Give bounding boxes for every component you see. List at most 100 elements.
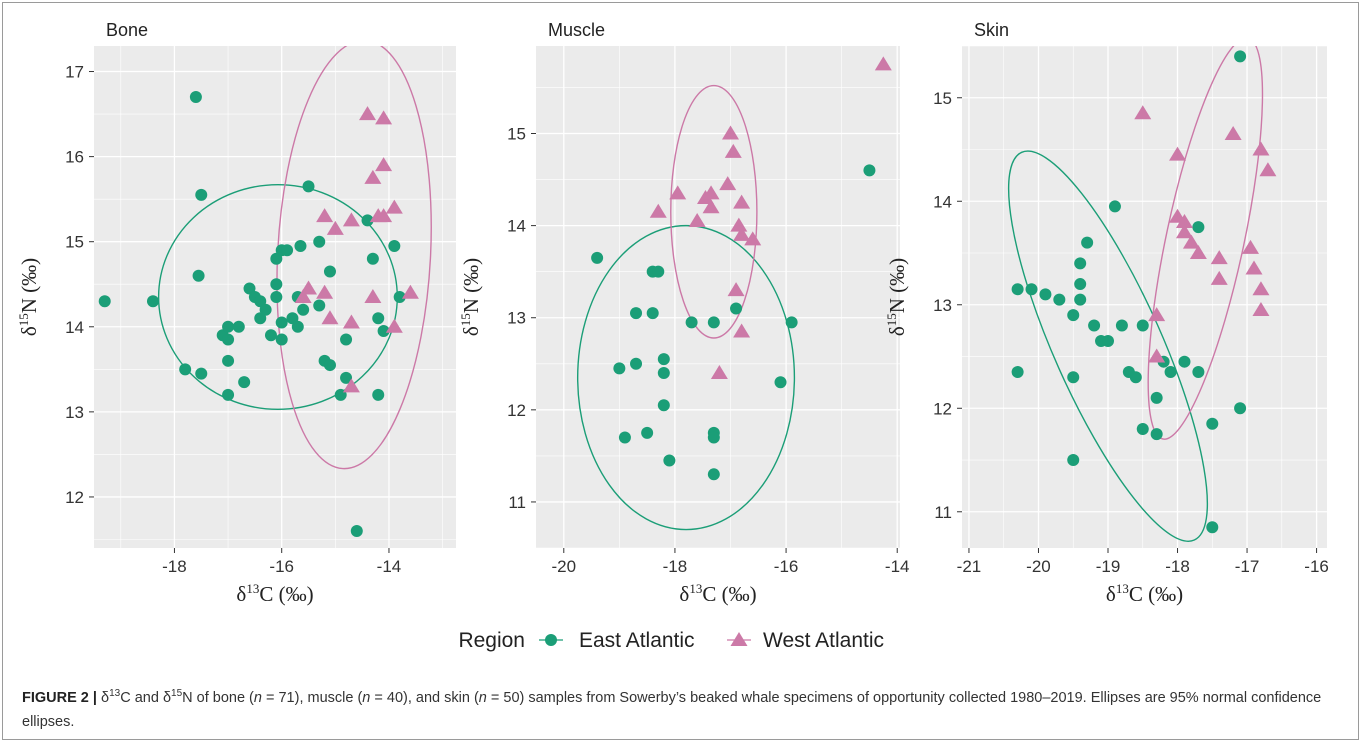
data-point-east (350, 524, 363, 537)
data-point-west (321, 310, 339, 325)
data-point-west (1210, 250, 1228, 265)
data-point-east (1164, 366, 1177, 379)
data-point-west (1224, 125, 1242, 140)
legend-title: Region (458, 629, 525, 652)
plot-area (576, 56, 892, 531)
data-point-east (222, 333, 235, 346)
data-point-west (1252, 301, 1270, 316)
y-tick-label: 11 (508, 493, 526, 512)
data-point-east (1011, 283, 1024, 296)
data-point-east (1025, 283, 1038, 296)
x-tick-label: -14 (377, 557, 402, 576)
y-tick-label: 14 (65, 318, 84, 337)
data-point-east (179, 363, 192, 376)
data-point-west (401, 284, 419, 299)
data-point-west (1245, 260, 1263, 275)
data-point-east (1192, 221, 1205, 234)
legend: Region East Atlantic West Atlantic (458, 629, 884, 652)
figure-charts: Bone -18 -16 -14 12 13 14 15 16 17 δ13C (‰) δ15N (‰… (16, 20, 1329, 652)
data-point-east (1150, 391, 1163, 404)
data-point-east (707, 431, 720, 444)
data-point-west (1242, 239, 1260, 254)
data-point-east (785, 316, 798, 329)
data-point-east (707, 468, 720, 481)
data-point-west (342, 314, 360, 329)
caption-n: n (362, 690, 371, 706)
data-point-east (195, 188, 208, 201)
data-point-west (342, 212, 360, 227)
data-point-east (685, 316, 698, 329)
data-point-east (1081, 236, 1094, 249)
data-point-east (281, 244, 294, 257)
x-tick-label: -18 (663, 557, 688, 576)
data-point-west (385, 318, 403, 333)
data-point-east (270, 291, 283, 303)
data-point-west (326, 220, 344, 235)
data-point-east (1067, 454, 1080, 467)
data-point-east (1206, 417, 1219, 430)
data-point-west (300, 280, 318, 295)
panel-title: Muscle (548, 20, 605, 40)
figure-caption: FIGURE 2 | δ13C and δ15N of bone (n = 71… (22, 686, 1342, 734)
x-axis-label: δ13C (‰) (236, 581, 313, 606)
data-point-east (361, 214, 374, 227)
x-tick-label: -16 (269, 557, 294, 576)
caption-text: = 50) samples from Sowerby’s beaked whal… (22, 690, 1322, 730)
data-point-east (657, 366, 670, 379)
caption-n: n (478, 690, 487, 706)
data-point-east (1136, 422, 1149, 435)
x-tick-label: -20 (551, 557, 576, 576)
caption-sup: 15 (171, 688, 183, 700)
data-point-west (364, 169, 382, 184)
data-point-west (1169, 146, 1187, 161)
data-point-east (641, 426, 654, 439)
y-tick-label: 12 (933, 399, 952, 418)
data-point-east (275, 333, 288, 346)
plot-area (98, 46, 432, 537)
data-point-east (774, 376, 787, 389)
caption-delta: δ (101, 690, 110, 706)
data-point-east (264, 329, 277, 342)
panel-skin: Skin -21 -20 -19 -18 -17 -16 11 12 13 14 15 δ13C (‰)… (884, 20, 1329, 606)
data-point-east (222, 388, 235, 401)
panel-title: Skin (974, 20, 1009, 40)
data-point-east (1039, 288, 1052, 301)
panel-muscle: Muscle -20 -18 -16 -14 11 12 13 14 15 δ13C (‰) δ15N… (458, 20, 910, 606)
data-point-west (744, 231, 762, 246)
data-point-west (722, 125, 740, 140)
y-tick-label: 14 (933, 192, 952, 211)
data-point-west (874, 56, 892, 71)
data-point-west (316, 208, 334, 223)
data-point-east (313, 235, 326, 248)
data-point-west (364, 289, 382, 303)
legend-label-west: West Atlantic (763, 629, 884, 652)
x-tick-label: -18 (162, 557, 187, 576)
panel-bone: Bone -18 -16 -14 12 13 14 15 16 17 δ13C (‰) δ15N (‰… (16, 20, 456, 606)
caption-text: N of bone ( (182, 690, 254, 706)
y-tick-label: 14 (507, 217, 526, 236)
data-point-east (189, 91, 202, 104)
data-point-east (663, 454, 676, 467)
data-point-west (733, 194, 751, 209)
data-point-west (1252, 141, 1270, 156)
data-point-east (1108, 200, 1121, 213)
x-tick-label: -16 (1304, 557, 1329, 576)
x-tick-label: -18 (1165, 557, 1190, 576)
data-point-west (702, 185, 720, 200)
data-point-east (630, 357, 643, 370)
data-point-east (618, 431, 631, 444)
data-point-east (613, 362, 626, 375)
x-axis-label: δ13C (‰) (1106, 581, 1183, 606)
confidence-ellipse (670, 84, 758, 339)
data-point-west (385, 199, 403, 214)
data-point-west (342, 378, 360, 393)
data-point-east (657, 353, 670, 366)
x-tick-label: -20 (1026, 557, 1051, 576)
data-point-east (630, 307, 643, 320)
data-point-east (1102, 334, 1114, 347)
y-tick-label: 11 (934, 503, 952, 522)
data-point-east (707, 316, 720, 329)
data-point-west (1134, 105, 1152, 120)
data-point-east (297, 303, 310, 316)
data-point-east (146, 295, 159, 308)
